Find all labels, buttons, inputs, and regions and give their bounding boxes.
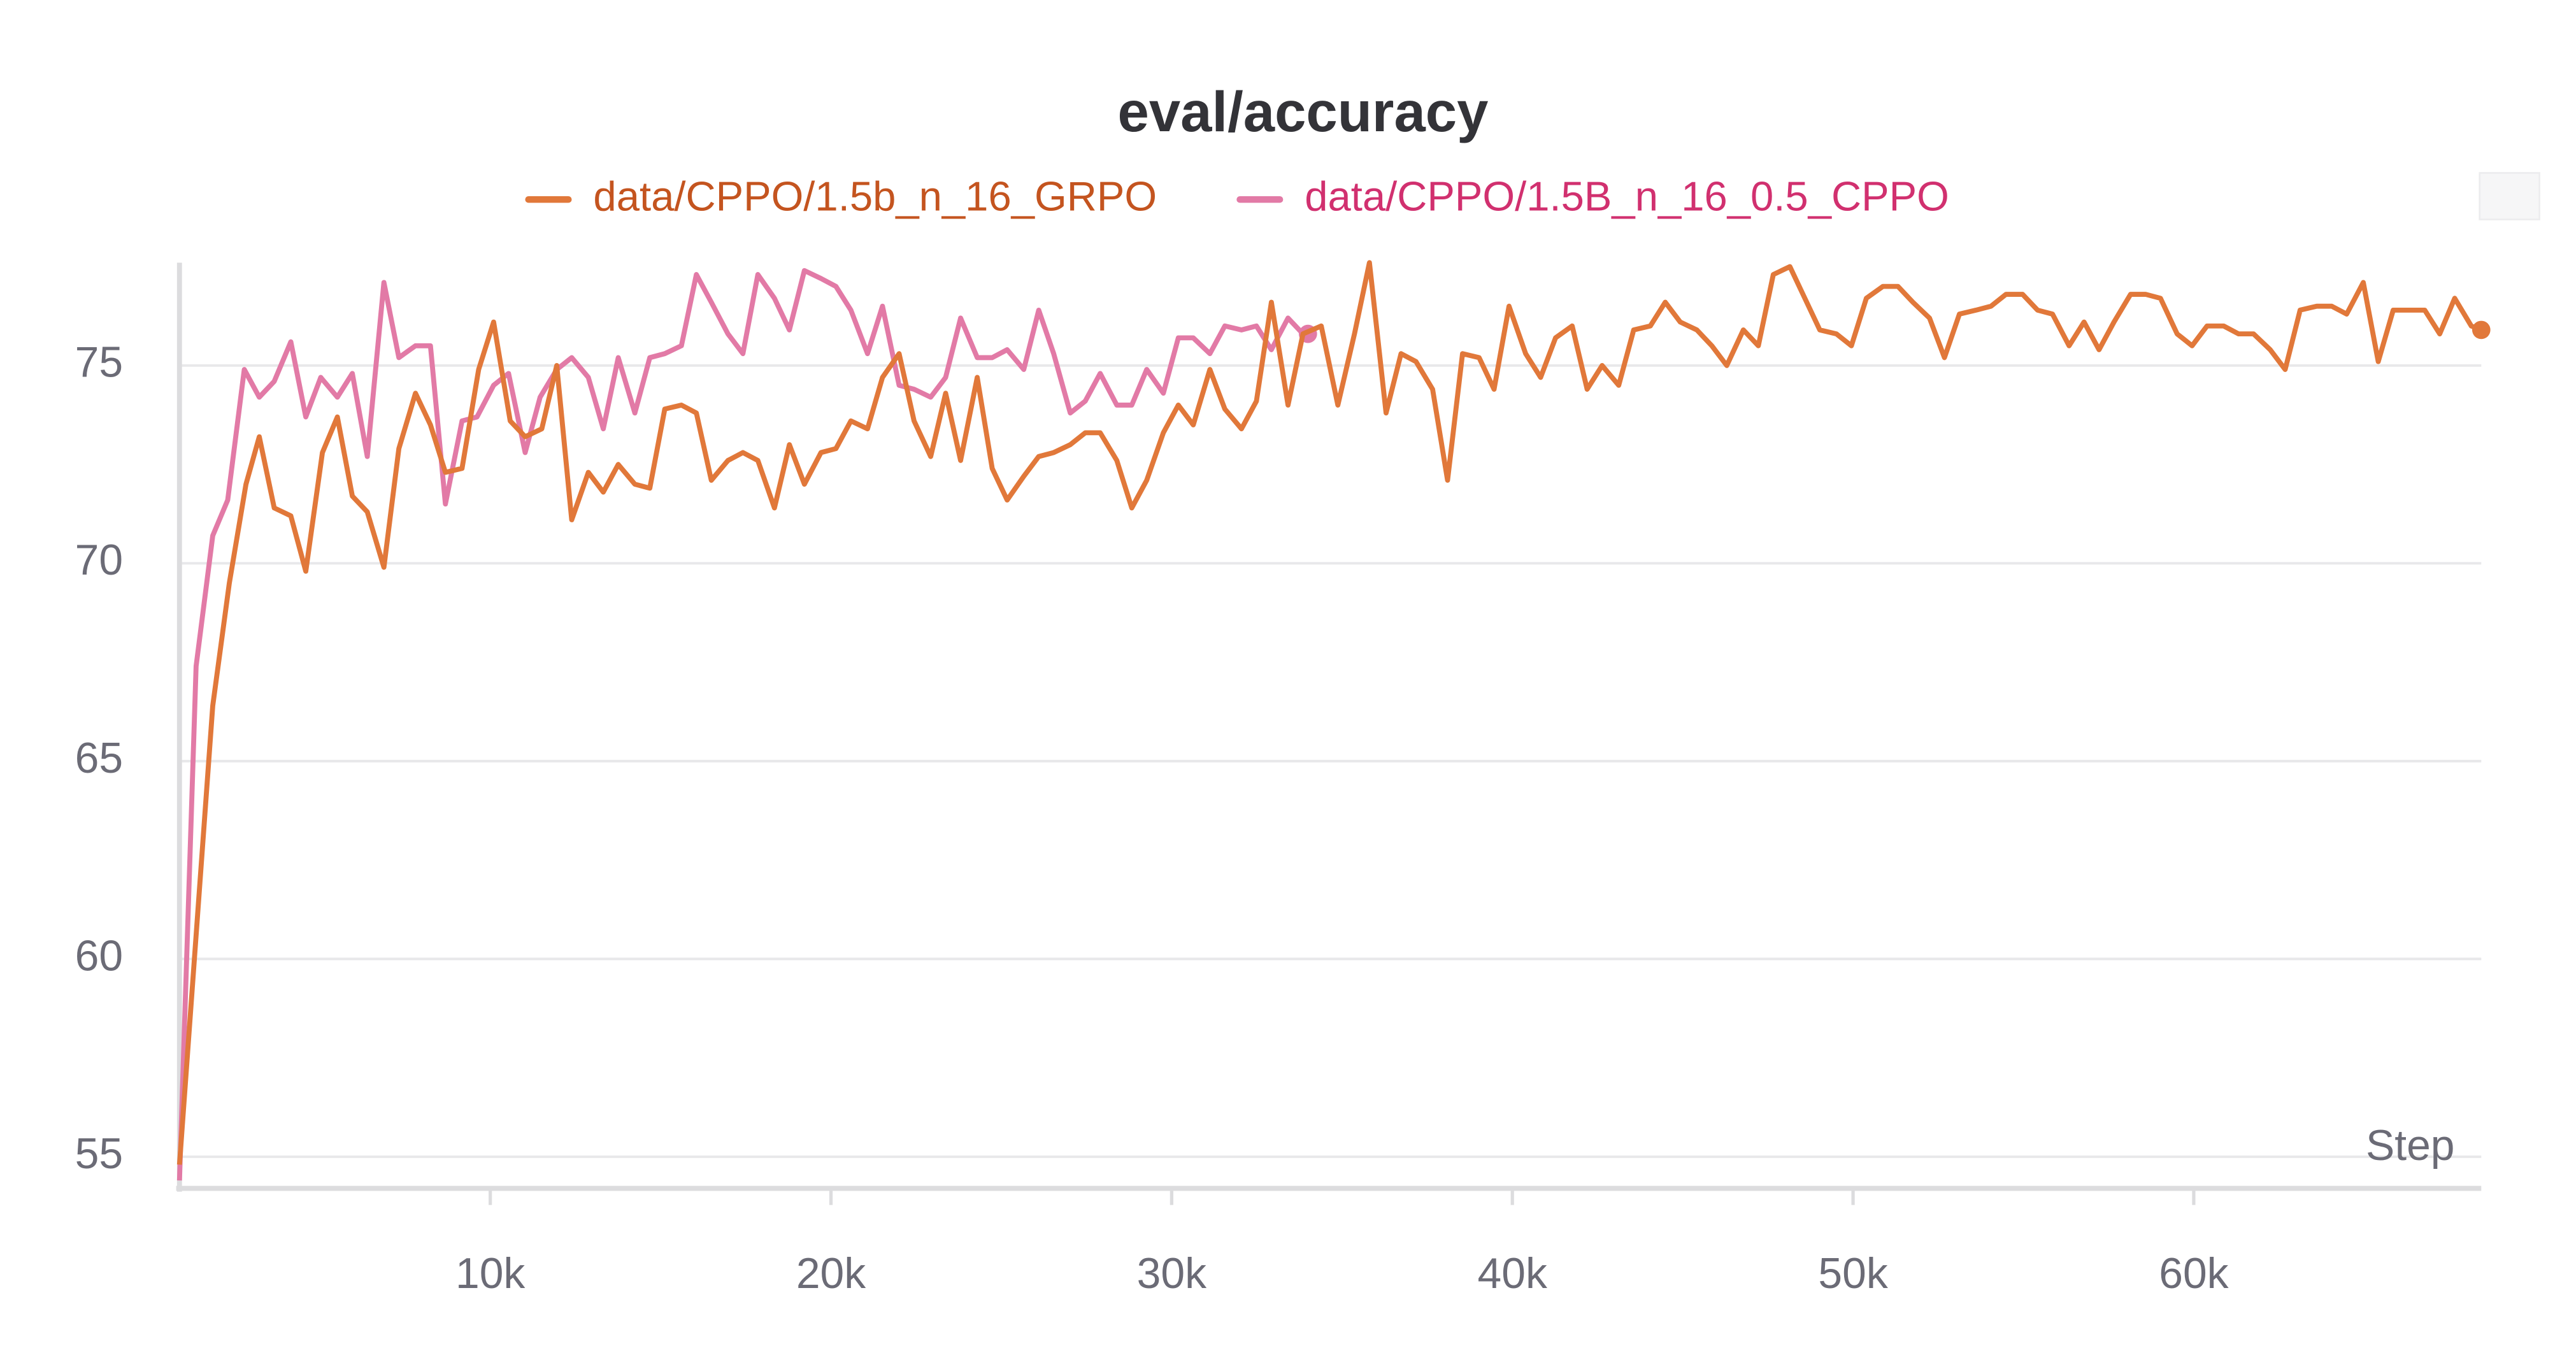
panel-button[interactable] — [2479, 172, 2540, 220]
x-axis-label: Step — [2366, 1122, 2455, 1170]
y-tick-label: 60 — [75, 932, 123, 980]
x-tick-label: 30k — [1137, 1250, 1207, 1298]
y-tick-label: 65 — [75, 734, 123, 782]
x-tick-label: 20k — [796, 1250, 866, 1298]
end-point — [2472, 320, 2491, 340]
x-tick-label: 10k — [455, 1250, 526, 1298]
y-tick-label: 70 — [75, 536, 123, 584]
legend-label: data/CPPO/1.5B_n_16_0.5_CPPO — [1305, 173, 1949, 219]
legend: data/CPPO/1.5b_n_16_GRPO data/CPPO/1.5B_n… — [525, 173, 1949, 219]
chart-title: eval/accuracy — [1118, 80, 1489, 143]
legend-label: data/CPPO/1.5b_n_16_GRPO — [593, 173, 1157, 219]
x-tick-label: 40k — [1478, 1250, 1548, 1298]
series-line — [176, 268, 1308, 1181]
y-tick-label: 55 — [75, 1130, 123, 1178]
x-tick-label: 60k — [2159, 1250, 2229, 1298]
series-line — [176, 260, 2482, 1165]
x-tick-label: 50k — [1818, 1250, 1888, 1298]
y-tick-label: 75 — [75, 339, 123, 387]
